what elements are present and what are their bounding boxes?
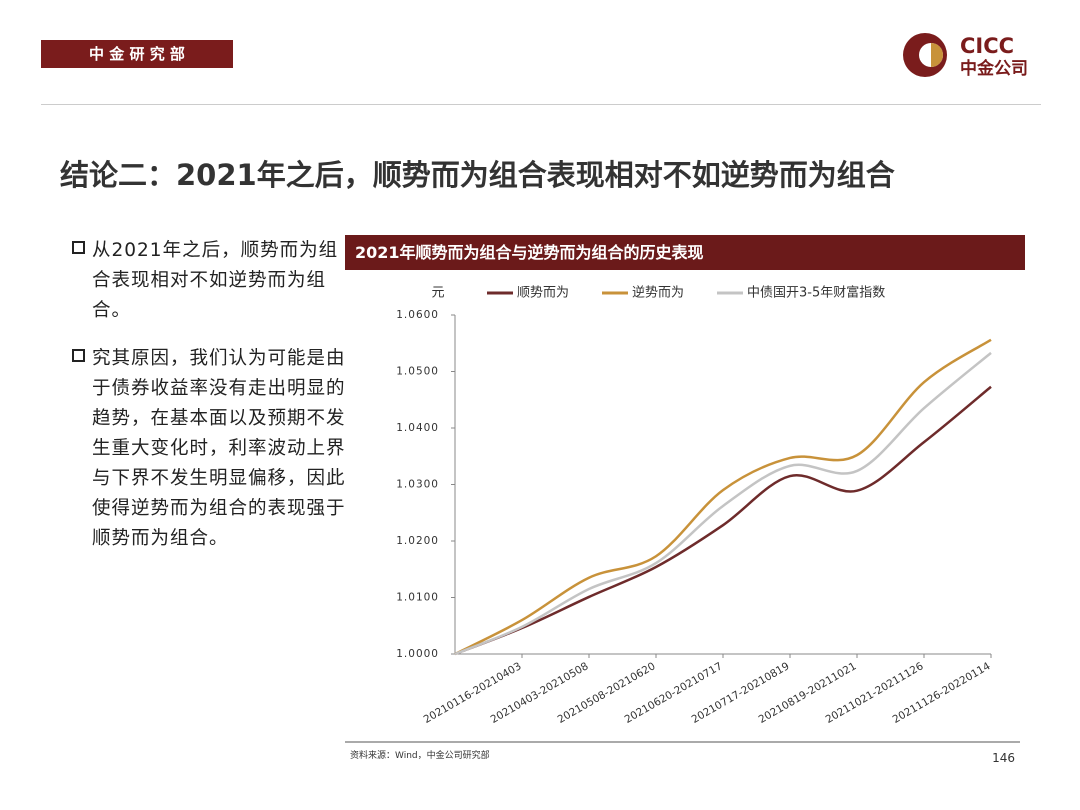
legend-label: 逆势而为: [632, 285, 684, 301]
y-tick-label: 1.0500: [396, 366, 439, 378]
chart-title: 2021年顺势而为组合与逆势而为组合的历史表现: [345, 235, 1025, 270]
bullet: 究其原因，我们认为可能是由于债券收益率没有走出明显的趋势，在基本面以及预期不发生…: [72, 344, 350, 554]
y-tick-label: 1.0100: [396, 592, 439, 604]
department-label: 中 金 研 究 部: [41, 40, 233, 68]
legend-label: 中债国开3-5年财富指数: [747, 285, 885, 301]
source: 资料来源：Wind，中金公司研究部: [350, 749, 490, 761]
logo-mark: [931, 43, 943, 67]
y-tick-label: 1.0400: [396, 422, 439, 434]
y-tick-label: 1.0000: [396, 648, 439, 660]
y-tick-label: 1.0600: [396, 309, 439, 321]
y-tick-label: 1.0300: [396, 479, 439, 491]
series-line: [454, 338, 992, 656]
slide-title: 结论二：2021年之后，顺势而为组合表现相对不如逆势而为组合: [60, 158, 895, 192]
series-line: [454, 385, 992, 656]
logo-cn: 中金公司: [960, 58, 1028, 79]
bullet: 从2021年之后，顺势而为组合表现相对不如逆势而为组合。: [72, 236, 350, 326]
y-tick-label: 1.0200: [396, 535, 439, 547]
series-line: [454, 351, 992, 656]
divider: [41, 104, 1041, 105]
logo: CICC 中金公司: [903, 33, 1028, 79]
logo-en: CICC: [960, 34, 1014, 58]
y-unit: 元: [431, 286, 444, 301]
legend-label: 顺势而为: [517, 285, 569, 301]
page-number: 146: [992, 751, 1015, 765]
